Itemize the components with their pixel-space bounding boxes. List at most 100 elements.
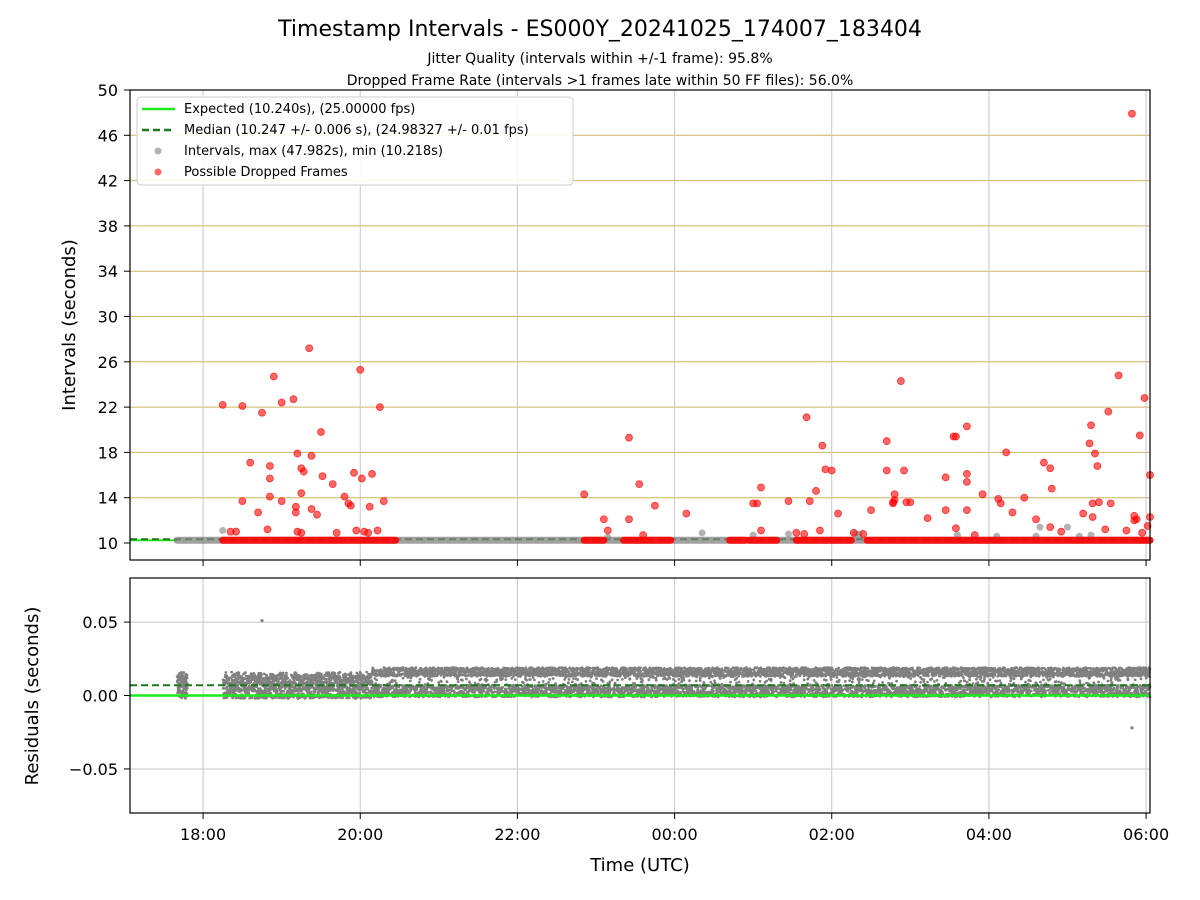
residual-point-632 (280, 675, 284, 678)
dropped-point-102 (1046, 464, 1055, 473)
dropped-point-52 (651, 501, 659, 510)
residual-point-3628 (610, 678, 614, 682)
residual-point-587 (276, 689, 279, 693)
intervals-plot-frame (129, 89, 1151, 561)
residual-point-644 (282, 689, 285, 693)
residual-point-491 (265, 680, 269, 683)
residual-point-129 (225, 685, 229, 689)
dropped-point-63 (812, 487, 820, 495)
residual-point-90 (185, 682, 189, 685)
dropped-point-44 (364, 528, 373, 537)
residual-point-2008 (432, 689, 436, 692)
dropped-point-94 (978, 490, 987, 499)
residual-point-4549 (712, 689, 715, 693)
intervals-x-ticks (202, 560, 1147, 566)
residual-point-3365 (581, 667, 585, 670)
dropped-point-6 (305, 344, 314, 353)
residual-point-236 (237, 671, 241, 674)
dropped-point-97 (1002, 448, 1011, 457)
residual-point-344 (249, 680, 253, 684)
residual-point-1240 (347, 696, 351, 700)
residual-point-1091 (331, 682, 335, 685)
dropped-point-33 (297, 528, 306, 537)
residual-point-3032 (544, 682, 548, 686)
dropped-point-15 (318, 472, 327, 481)
dropped-point-118 (1122, 526, 1131, 535)
residual-point-1344 (359, 672, 363, 675)
residual-point-2380 (473, 691, 477, 694)
residual-point-4334 (688, 679, 691, 683)
dropped-point-128 (1138, 528, 1147, 537)
dropped-point-92 (963, 506, 971, 515)
residual-point-544 (271, 672, 274, 676)
dropped-point-123 (1135, 431, 1144, 440)
residual-point-2665 (504, 688, 508, 691)
dropped-point-22 (291, 508, 300, 517)
intervals-ytick-label-50: 50 (98, 81, 118, 100)
residual-point-2533 (490, 688, 493, 692)
residual-point-3680 (616, 678, 619, 682)
dropped-point-69 (834, 509, 842, 518)
legend-dropped-swatch (154, 168, 162, 176)
residual-point-2333 (468, 680, 471, 684)
residual-point-1158 (338, 676, 342, 679)
residual-point-1337 (358, 691, 362, 694)
residual-point-3488 (595, 677, 598, 681)
residual-point-3004 (541, 680, 545, 683)
residual-point-2557 (492, 687, 496, 690)
residual-point-2631 (501, 677, 504, 681)
residual-point-1465 (372, 668, 376, 671)
residual-point-894 (309, 690, 313, 694)
residual-point-1109 (333, 671, 337, 675)
dropped-point-78 (889, 499, 897, 508)
intervals-ytick-label-14: 14 (98, 489, 118, 508)
residual-point-1602 (387, 666, 391, 670)
dropped-point-108 (1085, 439, 1094, 448)
residual-point-77 (184, 696, 187, 700)
dropped-point-109 (1091, 449, 1099, 458)
dropped-point-66 (818, 441, 827, 450)
residual-point-18 (177, 687, 181, 690)
legend-median-label: Median (10.247 +/- 0.006 s), (24.98327 +… (184, 123, 529, 138)
residual-point-1690 (397, 685, 401, 689)
dropped-point-99 (1020, 493, 1029, 502)
intervals-ytick-label-26: 26 (98, 353, 118, 372)
dropped-point-110 (1093, 462, 1102, 470)
dropped-point-61 (800, 530, 809, 538)
residual-point-81 (184, 688, 188, 692)
residual-point-4204 (673, 679, 677, 683)
residual-point-2174 (450, 689, 454, 693)
residual-point-1731 (401, 666, 405, 670)
residual-point-2437 (479, 677, 483, 681)
residual-point-1885 (418, 677, 422, 681)
residual-point-1250 (349, 687, 352, 691)
residual-point-91 (185, 686, 189, 690)
dropped-point-3 (269, 372, 278, 381)
dropped-point-49 (625, 433, 633, 442)
dropped-point-93 (970, 531, 979, 539)
dropped-point-46 (580, 490, 589, 499)
residual-point-466 (262, 682, 266, 685)
interval-point-11 (1036, 523, 1044, 531)
residual-point-2435 (479, 674, 482, 677)
residuals-panel: 0.050.00−0.05 18:00 20:00 22:00 00:00 02:00 0… (22, 577, 1169, 844)
interval-point-2 (698, 529, 706, 537)
residual-point-3504 (597, 689, 600, 693)
residual-point-5 (176, 680, 179, 684)
intervals-points (173, 109, 1154, 544)
residual-point-4238 (677, 678, 681, 681)
intervals-ytick-label-22: 22 (98, 398, 118, 417)
residual-point-2049 (436, 666, 440, 670)
residual-point-757 (294, 671, 298, 675)
residual-point-859 (306, 680, 309, 684)
legend-intervals-label: Intervals, max (47.982s), min (10.218s) (184, 144, 443, 159)
residual-point-296 (244, 671, 247, 674)
dropped-point-18 (254, 508, 262, 517)
residual-point-93 (221, 686, 225, 690)
residual-point-92 (185, 676, 189, 680)
residual-point-681 (286, 676, 290, 680)
residual-point-4612 (718, 677, 722, 680)
intervals-ytick-label-38: 38 (98, 217, 118, 236)
